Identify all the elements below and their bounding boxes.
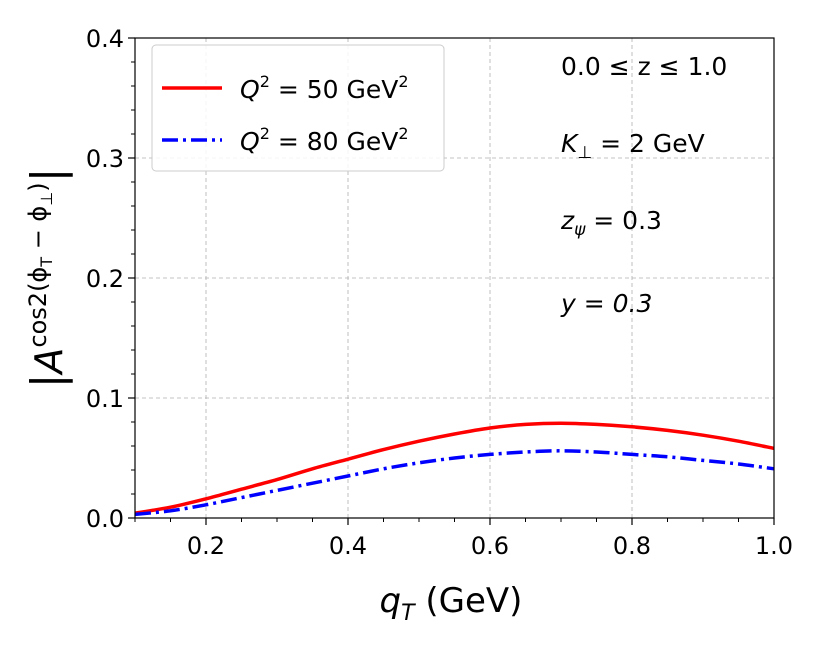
k-perp-symbol: K <box>561 129 580 158</box>
ticks: 0.2 0.4 0.6 0.8 1.0 0.0 0.1 0.2 0.3 0.4 <box>86 25 793 560</box>
z-psi-value: = 0.3 <box>585 206 662 235</box>
annotation-z-psi: zψ = 0.3 <box>560 206 662 240</box>
y-tick-label: 0.1 <box>86 385 124 413</box>
x-tick-label: 0.8 <box>613 532 651 560</box>
legend-frame <box>151 44 445 172</box>
x-axis-title: qT (GeV) <box>380 581 523 626</box>
annotation-z-range: 0.0 ≤ z ≤ 1.0 <box>561 52 727 81</box>
legend-label-series-1: Q2 = 80 GeV2 <box>240 124 409 156</box>
annotations: 0.0 ≤ z ≤ 1.0 K⊥ = 2 GeV zψ = 0.3 y = 0.… <box>560 52 727 318</box>
series-line-1 <box>134 449 775 517</box>
y-axis-title: |Acos2(ϕT − ϕ⊥)| <box>22 168 73 389</box>
z-psi-subscript: ψ <box>574 220 586 240</box>
series-layer <box>134 421 775 517</box>
y-tick-label: 0.4 <box>86 25 124 53</box>
y-tick-label: 0.2 <box>86 265 124 293</box>
k-perp-subscript: ⊥ <box>577 143 592 163</box>
annotation-k-perp: K⊥ = 2 GeV <box>561 129 705 163</box>
x-tick-label: 1.0 <box>755 532 793 560</box>
k-perp-value: = 2 GeV <box>592 129 705 158</box>
y-tick-label: 0.0 <box>86 505 124 533</box>
annotation-y: y = 0.3 <box>560 289 652 318</box>
x-tick-label: 0.6 <box>471 532 509 560</box>
y-tick-label: 0.3 <box>86 145 124 173</box>
x-tick-label: 0.4 <box>329 532 367 560</box>
z-psi-symbol: z <box>560 206 575 235</box>
legend: Q2 = 50 GeV2 Q2 = 80 GeV2 <box>151 44 445 172</box>
x-tick-label: 0.2 <box>187 532 225 560</box>
legend-label-series-0: Q2 = 50 GeV2 <box>240 72 409 104</box>
series-line-0 <box>134 421 775 515</box>
